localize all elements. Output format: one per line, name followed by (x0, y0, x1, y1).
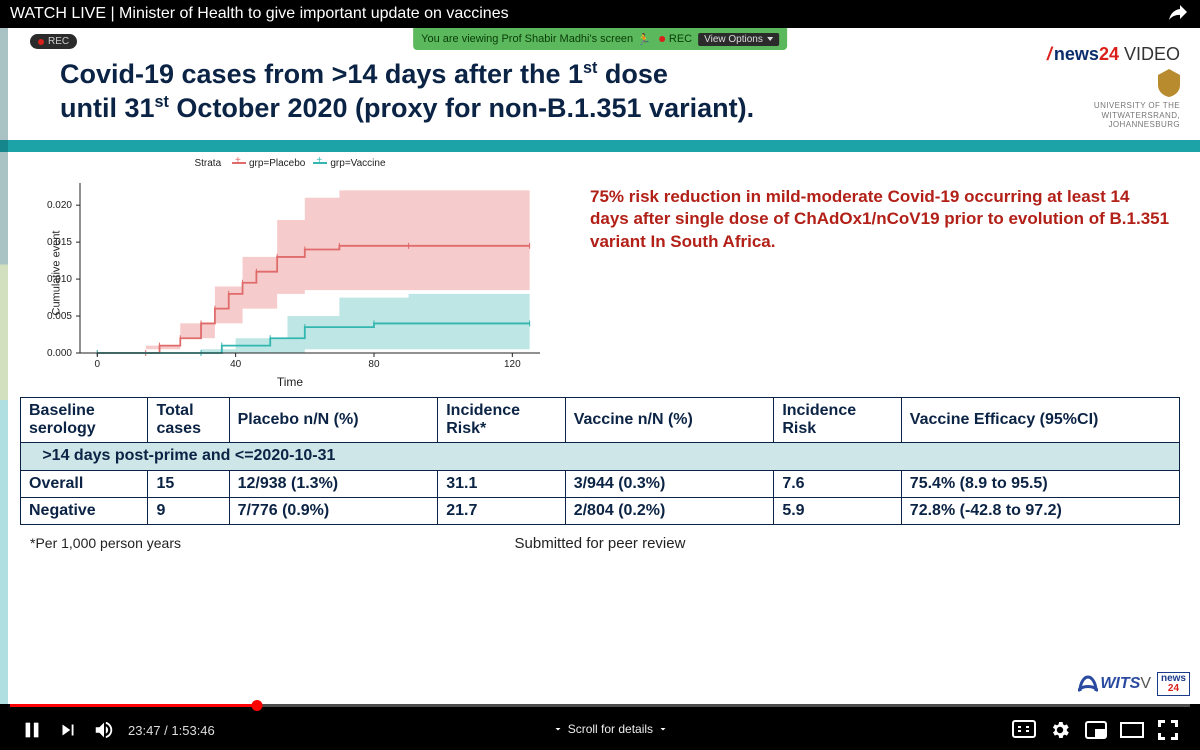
callout-column: 75% risk reduction in mild-moderate Covi… (570, 156, 1180, 389)
university-crest-icon (1158, 69, 1180, 97)
chart-xlabel: Time (10, 375, 570, 389)
news24-logo: /news24 VIDEO (1045, 44, 1180, 65)
video-title: WATCH LIVE | Minister of Health to give … (10, 5, 1166, 23)
chart-legend: Strata grp=Placebogrp=Vaccine (10, 158, 570, 169)
video-player: WATCH LIVE | Minister of Health to give … (0, 0, 1200, 750)
results-table-wrap: Baseline serologyTotal casesPlacebo n/N … (20, 397, 1180, 526)
scroll-hint: Scroll for details (215, 722, 1006, 738)
video-title-bar: WATCH LIVE | Minister of Health to give … (0, 0, 1200, 28)
results-table: Baseline serologyTotal casesPlacebo n/N … (20, 397, 1180, 526)
km-chart: Cumulative event 0.0000.0050.0100.0150.0… (20, 173, 560, 373)
svg-text:0: 0 (95, 359, 101, 370)
slide-title: Covid-19 cases from >14 days after the 1… (60, 58, 880, 126)
rec-dot-icon (659, 36, 665, 42)
header-logos: /news24 VIDEO UNIVERSITY OF THEWITWATERS… (1045, 44, 1180, 130)
screen-share-text: You are viewing Prof Shabir Madhi's scre… (421, 33, 633, 45)
view-options-dropdown[interactable]: View Options (698, 33, 779, 46)
chart-ylabel: Cumulative event (51, 230, 63, 315)
svg-text:0.020: 0.020 (47, 200, 72, 211)
player-controls: 23:47 / 1:53:46 Scroll for details (0, 704, 1200, 750)
rec-label: REC (669, 33, 692, 45)
teal-divider (0, 140, 1200, 152)
miniplayer-button[interactable] (1078, 712, 1114, 748)
fullscreen-button[interactable] (1150, 712, 1186, 748)
screen-share-banner: You are viewing Prof Shabir Madhi's scre… (413, 28, 787, 50)
risk-reduction-callout: 75% risk reduction in mild-moderate Covi… (590, 186, 1170, 255)
bottom-logos: WITS V news 24 (1078, 672, 1190, 696)
settings-button[interactable] (1042, 712, 1078, 748)
slide-content: Strata grp=Placebogrp=Vaccine Cumulative… (0, 152, 1200, 389)
progress-played (10, 704, 257, 707)
theater-button[interactable] (1114, 712, 1150, 748)
svg-text:120: 120 (504, 359, 521, 370)
progress-handle[interactable] (251, 700, 262, 711)
svg-text:0.000: 0.000 (47, 348, 72, 359)
wits-logo: WITS V (1078, 675, 1151, 693)
time-display: 23:47 / 1:53:46 (128, 723, 215, 738)
share-icon[interactable] (1166, 0, 1190, 29)
progress-bar[interactable] (10, 704, 1190, 707)
next-button[interactable] (50, 712, 86, 748)
news24-small-logo: news 24 (1157, 672, 1190, 696)
runner-icon: 🏃 (637, 33, 651, 46)
volume-button[interactable] (86, 712, 122, 748)
captions-button[interactable] (1006, 712, 1042, 748)
pause-button[interactable] (14, 712, 50, 748)
chart-column: Strata grp=Placebogrp=Vaccine Cumulative… (10, 156, 570, 389)
university-name: UNIVERSITY OF THEWITWATERSRAND,JOHANNESB… (1045, 101, 1180, 130)
svg-text:40: 40 (230, 359, 242, 370)
svg-text:80: 80 (368, 359, 380, 370)
presentation-slide: REC You are viewing Prof Shabir Madhi's … (0, 28, 1200, 704)
chart-svg: 0.0000.0050.0100.0150.02004080120 (20, 173, 560, 373)
